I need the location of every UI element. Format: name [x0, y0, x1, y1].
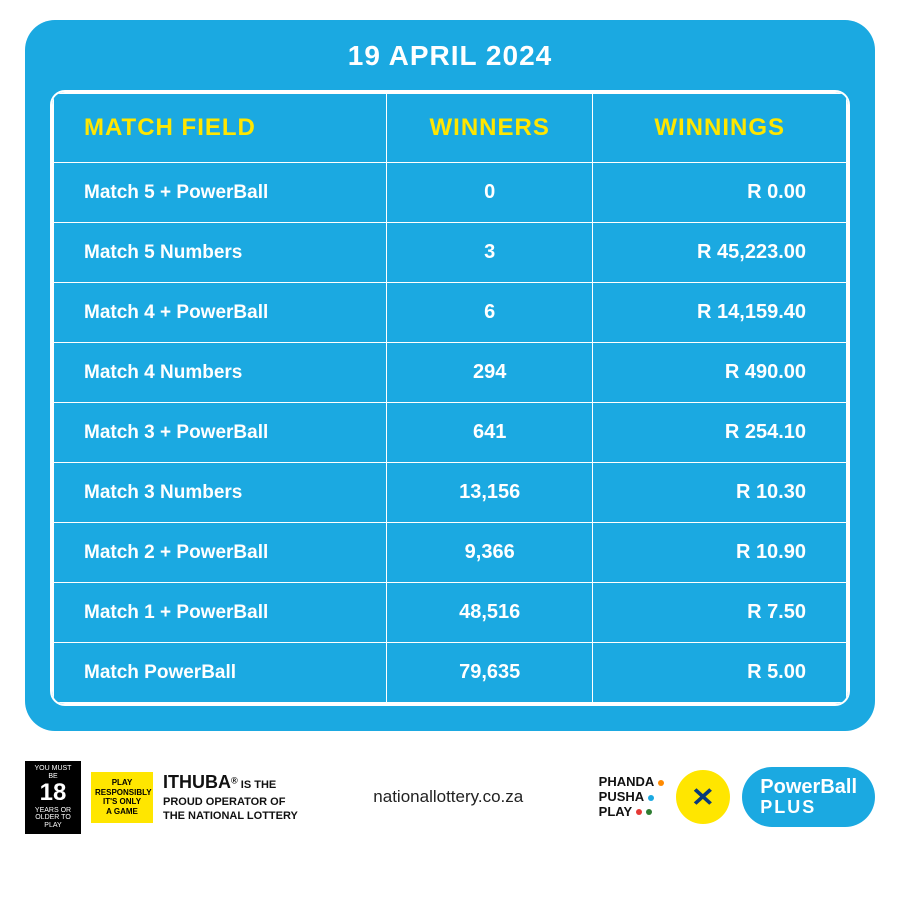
- cell-match: Match 4 + PowerBall: [53, 283, 386, 343]
- lottery-x-icon: ✕: [691, 782, 715, 813]
- cell-winners: 13,156: [386, 463, 592, 523]
- results-table-wrap: MATCH FIELD WINNERS WINNINGS Match 5 + P…: [50, 90, 850, 706]
- ithuba-reg: ®: [231, 776, 238, 786]
- ppp-l2: PUSHA: [599, 789, 645, 804]
- cell-match: Match 4 Numbers: [53, 343, 386, 403]
- cell-winners: 79,635: [386, 643, 592, 704]
- table-row: Match 3 + PowerBall641R 254.10: [53, 403, 847, 463]
- footer: YOU MUST BE 18 YEARS OR OLDER TO PLAY PL…: [25, 761, 875, 834]
- ithuba-brand: ITHUBA: [163, 772, 231, 792]
- play-resp-l4: A GAME: [95, 807, 149, 817]
- cell-match: Match 2 + PowerBall: [53, 523, 386, 583]
- play-responsibly-badge: PLAY RESPONSIBLY IT'S ONLY A GAME: [91, 772, 153, 822]
- table-row: Match 1 + PowerBall48,516R 7.50: [53, 583, 847, 643]
- table-row: Match PowerBall79,635R 5.00: [53, 643, 847, 704]
- table-row: Match 3 Numbers13,156R 10.30: [53, 463, 847, 523]
- table-header-row: MATCH FIELD WINNERS WINNINGS: [53, 93, 847, 163]
- cell-winnings: R 7.50: [593, 583, 847, 643]
- dot-icon: [636, 809, 642, 815]
- ithuba-l3: THE NATIONAL LOTTERY: [163, 810, 298, 822]
- phanda-pusha-play: PHANDA PUSHA PLAY: [599, 775, 665, 820]
- cell-winners: 6: [386, 283, 592, 343]
- dot-icon: [658, 780, 664, 786]
- footer-right: PHANDA PUSHA PLAY ✕ PowerBall PLUS: [599, 767, 875, 827]
- cell-match: Match 3 Numbers: [53, 463, 386, 523]
- cell-winners: 3: [386, 223, 592, 283]
- ppp-l3: PLAY: [599, 804, 632, 819]
- age-top-text: YOU MUST BE: [35, 765, 72, 780]
- col-winners: WINNERS: [386, 93, 592, 163]
- cell-match: Match PowerBall: [53, 643, 386, 704]
- cell-winners: 9,366: [386, 523, 592, 583]
- cell-winners: 48,516: [386, 583, 592, 643]
- footer-left: YOU MUST BE 18 YEARS OR OLDER TO PLAY PL…: [25, 761, 298, 834]
- play-resp-l1: PLAY: [95, 778, 149, 788]
- cell-winnings: R 490.00: [593, 343, 847, 403]
- cell-winnings: R 14,159.40: [593, 283, 847, 343]
- cell-match: Match 3 + PowerBall: [53, 403, 386, 463]
- play-resp-l2: RESPONSIBLY: [95, 788, 149, 798]
- card-date-title: 19 APRIL 2024: [50, 40, 850, 72]
- ithuba-l2: PROUD OPERATOR OF: [163, 796, 285, 808]
- cell-winners: 294: [386, 343, 592, 403]
- national-lottery-logo: ✕: [676, 770, 730, 824]
- table-row: Match 5 + PowerBall0R 0.00: [53, 163, 847, 223]
- cell-winnings: R 5.00: [593, 643, 847, 704]
- results-card: 19 APRIL 2024 MATCH FIELD WINNERS WINNIN…: [25, 20, 875, 731]
- cell-match: Match 5 Numbers: [53, 223, 386, 283]
- table-row: Match 2 + PowerBall9,366R 10.90: [53, 523, 847, 583]
- cell-match: Match 5 + PowerBall: [53, 163, 386, 223]
- dot-icon: [648, 795, 654, 801]
- col-match-field: MATCH FIELD: [53, 93, 386, 163]
- play-resp-l3: IT'S ONLY: [95, 797, 149, 807]
- powerball-plus-pill: PowerBall PLUS: [742, 767, 875, 827]
- pb-line2: PLUS: [760, 798, 857, 817]
- ithuba-l1: IS THE: [238, 779, 277, 791]
- cell-winnings: R 254.10: [593, 403, 847, 463]
- pb-line1: PowerBall: [760, 777, 857, 798]
- age-number: 18: [31, 780, 75, 806]
- cell-winners: 641: [386, 403, 592, 463]
- table-row: Match 4 + PowerBall6R 14,159.40: [53, 283, 847, 343]
- ppp-l1: PHANDA: [599, 774, 655, 789]
- col-winnings: WINNINGS: [593, 93, 847, 163]
- cell-match: Match 1 + PowerBall: [53, 583, 386, 643]
- cell-winners: 0: [386, 163, 592, 223]
- website-url: nationallottery.co.za: [373, 787, 523, 807]
- age-badge: YOU MUST BE 18 YEARS OR OLDER TO PLAY: [25, 761, 81, 834]
- results-table: MATCH FIELD WINNERS WINNINGS Match 5 + P…: [52, 92, 848, 704]
- dot-icon: [646, 809, 652, 815]
- age-bottom-text: YEARS OR OLDER TO PLAY: [35, 807, 71, 829]
- cell-winnings: R 10.90: [593, 523, 847, 583]
- ithuba-text: ITHUBA® IS THE PROUD OPERATOR OF THE NAT…: [163, 771, 298, 823]
- table-row: Match 5 Numbers3R 45,223.00: [53, 223, 847, 283]
- cell-winnings: R 45,223.00: [593, 223, 847, 283]
- table-row: Match 4 Numbers294R 490.00: [53, 343, 847, 403]
- cell-winnings: R 0.00: [593, 163, 847, 223]
- cell-winnings: R 10.30: [593, 463, 847, 523]
